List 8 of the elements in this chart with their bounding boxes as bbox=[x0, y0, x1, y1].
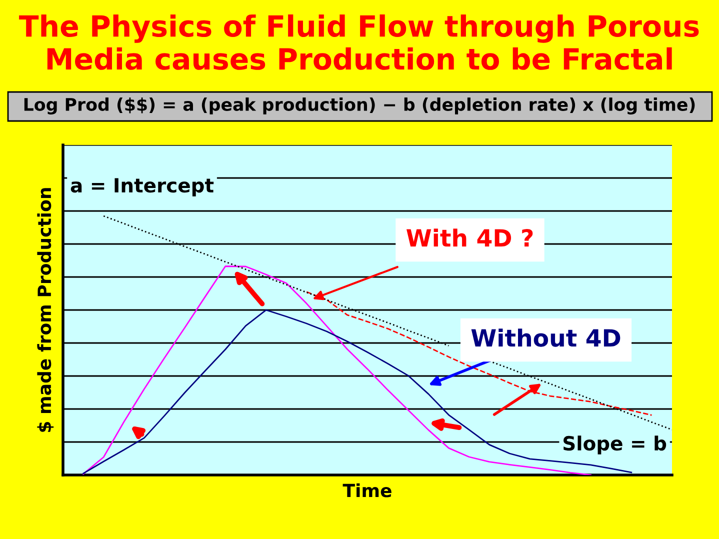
annotation: Slope = b bbox=[564, 436, 666, 454]
text: Without 4D bbox=[471, 328, 620, 347]
text: a = Intercept bbox=[70, 178, 214, 196]
chart-subtitle: Log Prod ($$) = a (peak production) − b (depletion rate) x (log time) bbox=[24, 98, 695, 114]
y-axis-title: $ made from Production bbox=[37, 188, 54, 432]
x-axis-title: Time bbox=[342, 483, 392, 498]
chart-title: The Physics of Fluid Flow through Porous Media causes Production to be Fractal bbox=[19, 14, 699, 70]
text: With 4D ? bbox=[406, 228, 533, 247]
